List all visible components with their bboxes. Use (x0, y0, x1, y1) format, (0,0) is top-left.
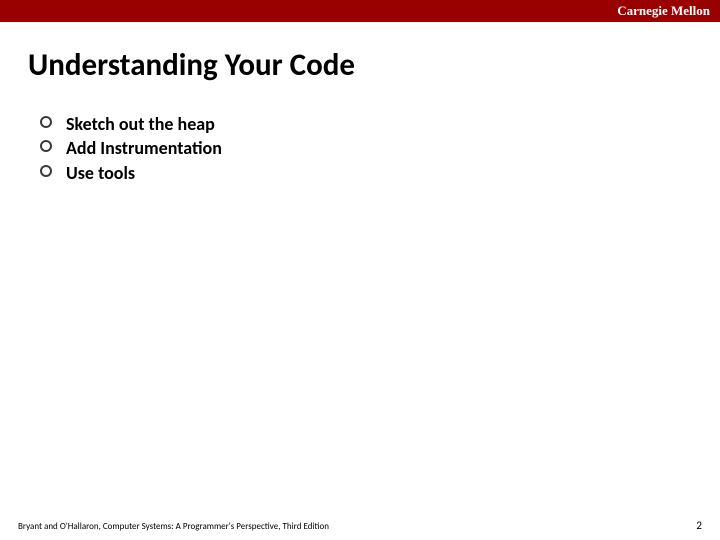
bullet-item: Add Instrumentation (40, 136, 720, 160)
bullet-marker-icon (40, 165, 52, 177)
bullet-marker-icon (40, 116, 52, 128)
footer-page-number: 2 (696, 519, 702, 532)
header-university-label: Carnegie Mellon (617, 3, 710, 19)
footer-citation: Bryant and O'Hallaron, Computer Systems:… (18, 521, 329, 532)
bullet-item: Use tools (40, 161, 720, 185)
slide-title: Understanding Your Code (28, 46, 720, 84)
bullet-text: Sketch out the heap (66, 113, 215, 135)
bullet-list: Sketch out the heap Add Instrumentation … (40, 112, 720, 185)
bullet-text: Add Instrumentation (66, 137, 222, 159)
footer: Bryant and O'Hallaron, Computer Systems:… (0, 519, 720, 532)
bullet-marker-icon (40, 140, 52, 152)
bullet-item: Sketch out the heap (40, 112, 720, 136)
header-bar: Carnegie Mellon (0, 0, 720, 22)
bullet-text: Use tools (66, 162, 135, 184)
